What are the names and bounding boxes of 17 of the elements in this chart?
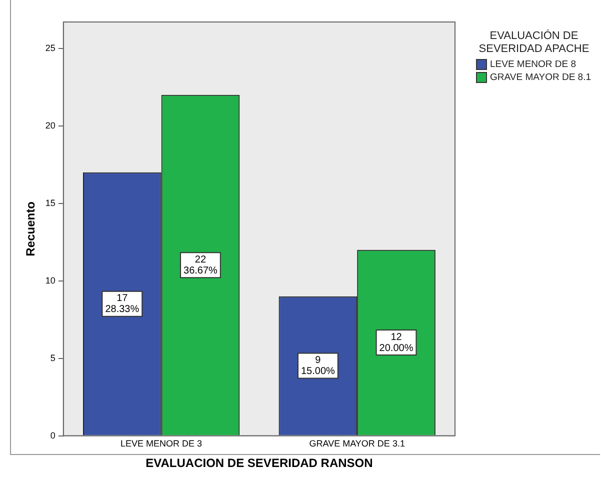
y-tick-label: 20 [45,120,56,130]
legend-label: LEVE MENOR DE 8 [490,59,576,70]
x-tick-label: GRAVE MAYOR DE 3.1 [309,438,405,449]
y-tick-label: 15 [45,198,56,208]
data-label: 22 36.67% [184,254,218,276]
y-tick-label: 25 [45,42,56,53]
data-label: 17 28.33% [105,293,140,316]
legend-label: GRAVE MAYOR DE 8.1 [490,72,592,84]
data-label: 9 15.00% [300,355,336,378]
y-tick-label: 10 [45,275,56,286]
y-tick-label: 5 [50,352,56,363]
y-tick-label: 0 [50,430,56,440]
y-axis-title: Recuento [24,202,38,256]
legend-title: EVALUACIÓN DE SEVERIDAD APACHE [478,30,590,56]
data-label: 12 20.00% [379,332,414,354]
x-axis-title: EVALUACION DE SEVERIDAD RANSON [146,456,373,470]
x-tick-label: LEVE MENOR DE 3 [120,438,202,449]
